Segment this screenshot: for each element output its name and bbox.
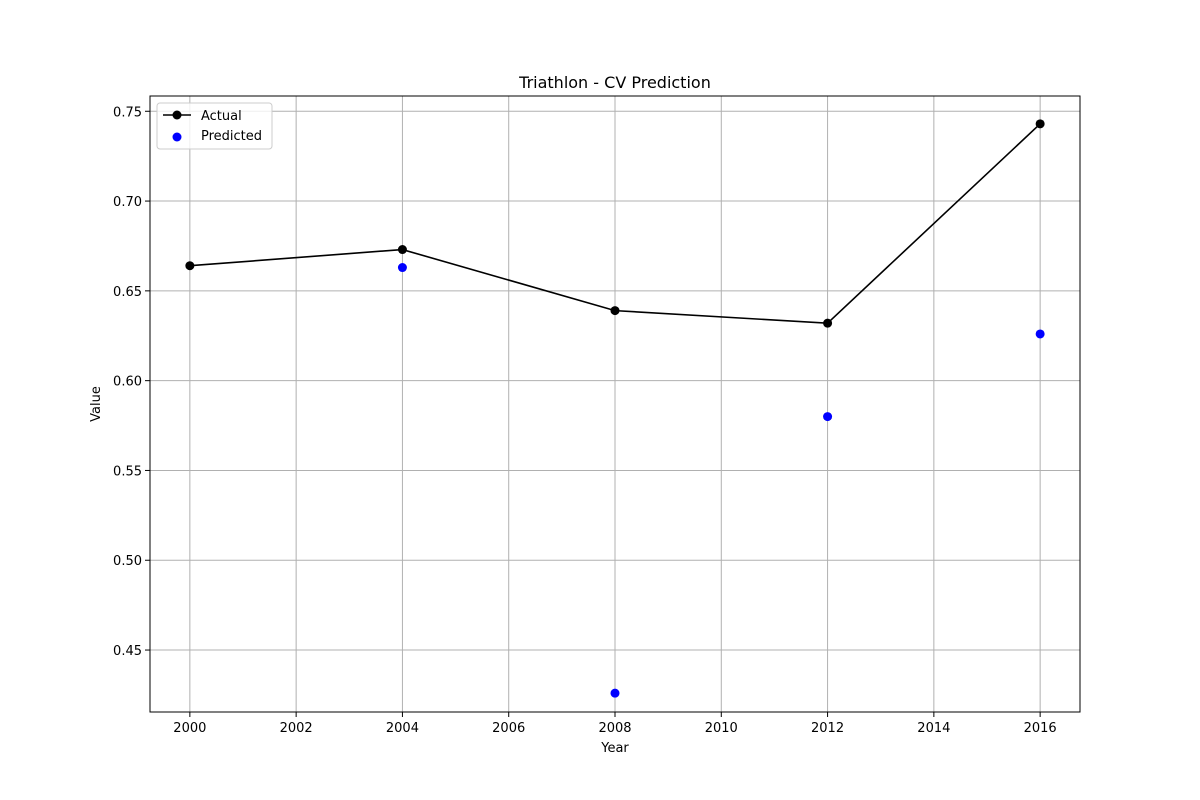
actual-point xyxy=(610,306,620,316)
ticks: 2000 2002 2004 2006 2008 2010 2012 2014 2016 0.45… xyxy=(113,105,1057,736)
y-tick-label: 0.70 xyxy=(113,195,142,210)
y-tick-label: 0.65 xyxy=(113,285,142,300)
x-tick-label: 2002 xyxy=(280,721,313,736)
predicted-point xyxy=(610,688,620,698)
actual-point xyxy=(397,245,407,255)
y-tick-label: 0.50 xyxy=(113,554,142,569)
y-tick-label: 0.55 xyxy=(113,464,142,479)
actual-point xyxy=(185,261,195,271)
legend-predicted-label: Predicted xyxy=(201,129,262,144)
y-tick-label: 0.60 xyxy=(113,375,142,390)
plot-series xyxy=(185,119,1045,698)
legend-actual-marker xyxy=(172,110,182,120)
predicted-point xyxy=(1035,329,1045,339)
actual-point xyxy=(823,318,833,328)
x-tick-label: 2006 xyxy=(492,721,525,736)
x-tick-label: 2004 xyxy=(386,721,419,736)
legend-actual-label: Actual xyxy=(201,109,242,124)
x-axis-title: Year xyxy=(600,741,629,756)
x-tick-label: 2000 xyxy=(173,721,206,736)
y-tick-label: 0.75 xyxy=(113,105,142,120)
predicted-point xyxy=(823,412,833,422)
chart-title: Triathlon - CV Prediction xyxy=(518,73,711,92)
predicted-point xyxy=(397,263,407,273)
legend-predicted-marker xyxy=(172,132,182,142)
legend: Actual Predicted xyxy=(156,102,273,150)
x-tick-label: 2010 xyxy=(705,721,738,736)
x-tick-label: 2014 xyxy=(917,721,950,736)
x-tick-label: 2012 xyxy=(811,721,844,736)
x-tick-label: 2008 xyxy=(598,721,631,736)
actual-point xyxy=(1035,119,1045,129)
x-tick-label: 2016 xyxy=(1024,721,1057,736)
y-axis-title: Value xyxy=(89,386,104,422)
y-tick-label: 0.45 xyxy=(113,644,142,659)
grid xyxy=(150,96,1080,712)
